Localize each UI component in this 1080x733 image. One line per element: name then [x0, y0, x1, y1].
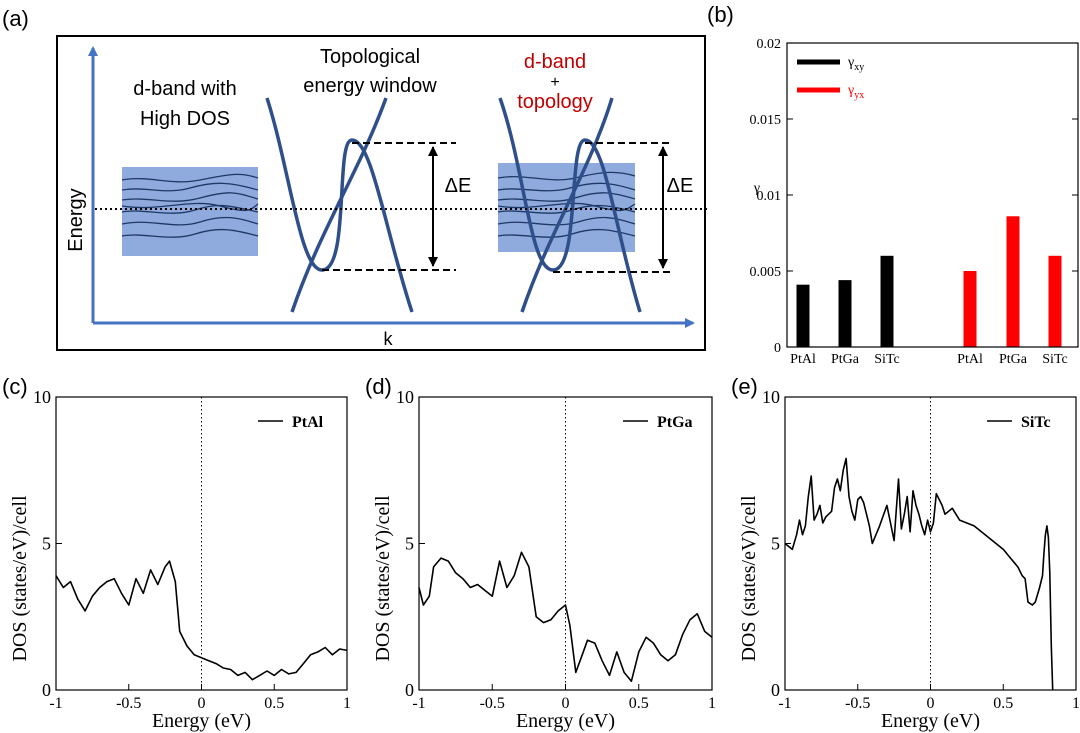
- dos-curve-ptga: [418, 551, 713, 682]
- bar-category-label: PtGa: [999, 352, 1028, 367]
- bar-ptga-yx: [1006, 216, 1020, 347]
- energy-axis-label: Energy: [65, 188, 87, 251]
- bar-category-label: PtAl: [957, 352, 983, 367]
- delta-e-label-right: ΔE: [667, 175, 694, 197]
- dos-xtick-label: 1: [343, 695, 351, 712]
- dos-xtick-label: 1: [1072, 695, 1080, 712]
- bar-ytick-label: 0.005: [750, 265, 782, 280]
- window-label-line2: energy window: [303, 75, 437, 97]
- topological-bands-middle: [265, 97, 414, 313]
- dos-xtick-label: 1: [708, 695, 716, 712]
- dos-ylabel: DOS (states/eV)/cell: [9, 495, 31, 662]
- dos-legend-label: SiTc: [1021, 414, 1051, 431]
- dos-ylabel: DOS (states/eV)/cell: [738, 495, 760, 662]
- k-axis-label: k: [384, 329, 394, 349]
- dos-xtick-label: -1: [412, 695, 425, 712]
- dos-legend-label: PtGa: [657, 414, 693, 431]
- bar-ytick-label: 0.02: [757, 37, 782, 52]
- bar-category-label: PtGa: [831, 352, 860, 367]
- panel-label-e: (e): [731, 374, 758, 399]
- panel-label-d: (d): [365, 374, 392, 399]
- combo-label-line2: +: [550, 74, 559, 91]
- dos-xtick-label: -1: [49, 695, 62, 712]
- dos-xtick-label: -0.5: [480, 695, 505, 712]
- delta-e-label-middle: ΔE: [445, 175, 472, 197]
- dos-xtick-label: 0.5: [629, 695, 649, 712]
- panel-e: (e) 0 5 10 -1 -0.5 0 0.5 1 Energy (eV) DOS (states…: [731, 374, 1080, 732]
- dos-ytick-label: 10: [396, 387, 414, 407]
- dos-legend-label: PtAl: [292, 414, 324, 431]
- dos-ytick-label: 5: [42, 534, 51, 554]
- dos-ytick-label: 0: [42, 680, 51, 700]
- dos-xlabel: Energy (eV): [516, 710, 615, 732]
- bar-ptal-yx: [963, 271, 977, 347]
- panel-label-b: (b): [707, 2, 734, 27]
- bar-ylabel: γ: [753, 181, 760, 196]
- dos-ytick-label: 5: [405, 534, 414, 554]
- dos-curve-ptal: [55, 560, 348, 681]
- bar-sitc-xy: [880, 255, 894, 347]
- bar-ytick-label: 0.01: [757, 189, 782, 204]
- bar-ptal-xy: [796, 284, 810, 347]
- legend-label-yx: γyx: [847, 83, 864, 101]
- dos-xtick-label: -0.5: [845, 695, 870, 712]
- combo-label-line1: d-band: [524, 51, 586, 73]
- bar-ytick-label: 0.015: [750, 113, 782, 128]
- panel-d: (d) 0 5 10 -1 -0.5 0 0.5 1 Energy (eV) DOS (states…: [365, 374, 716, 732]
- bar-legend: γxy γyx: [797, 55, 864, 101]
- dos-xtick-label: 0: [562, 695, 570, 712]
- dos-ytick-label: 10: [762, 387, 780, 407]
- schematic-frame: [56, 35, 706, 351]
- dos-curve-sitc: [784, 457, 1054, 691]
- panel-c: (c) 0 5 10 -1 -0.5 0 0.5 1 Energy (eV) DOS (states…: [2, 374, 351, 732]
- panel-a: (a) Energy k d-band with High DOS Topolo…: [2, 6, 707, 351]
- dos-xlabel: Energy (eV): [152, 710, 251, 732]
- dos-xtick-label: -1: [778, 695, 791, 712]
- bar-ptga-xy: [838, 280, 852, 347]
- bar-category-label: SiTc: [874, 352, 899, 367]
- dos-ytick-label: 10: [33, 387, 51, 407]
- window-label-line1: Topological: [320, 46, 420, 68]
- bar-sitc-yx: [1048, 255, 1062, 347]
- dos-xtick-label: 0.5: [993, 695, 1013, 712]
- dos-xtick-label: 0.5: [264, 695, 284, 712]
- combo-label-line3: topology: [517, 91, 593, 113]
- panel-label-a: (a): [2, 6, 29, 31]
- delta-e-right: [553, 142, 673, 273]
- dband-label-line1: d-band with: [133, 78, 236, 100]
- dos-ylabel: DOS (states/eV)/cell: [372, 495, 394, 662]
- panel-label-c: (c): [2, 374, 28, 399]
- bar-category-label: PtAl: [790, 352, 816, 367]
- legend-label-xy: γxy: [847, 55, 864, 73]
- bar-ytick-label: 0: [774, 341, 781, 356]
- bar-plot-frame: [786, 42, 1079, 348]
- dos-xtick-label: 0: [927, 695, 935, 712]
- dos-ytick-label: 0: [405, 680, 414, 700]
- bar-category-label: SiTc: [1042, 352, 1067, 367]
- dos-ytick-label: 0: [771, 680, 780, 700]
- panel-b: (b) γ 0 0.005 0.01 0.015 0.02 PtAl PtGa SiTc Pt…: [707, 2, 1079, 367]
- dos-xlabel: Energy (eV): [881, 710, 980, 732]
- dos-ytick-label: 5: [771, 534, 780, 554]
- dos-xtick-label: 0: [198, 695, 206, 712]
- dband-label-line2: High DOS: [140, 108, 230, 130]
- dos-xtick-label: -0.5: [116, 695, 141, 712]
- delta-e-middle: [322, 142, 456, 271]
